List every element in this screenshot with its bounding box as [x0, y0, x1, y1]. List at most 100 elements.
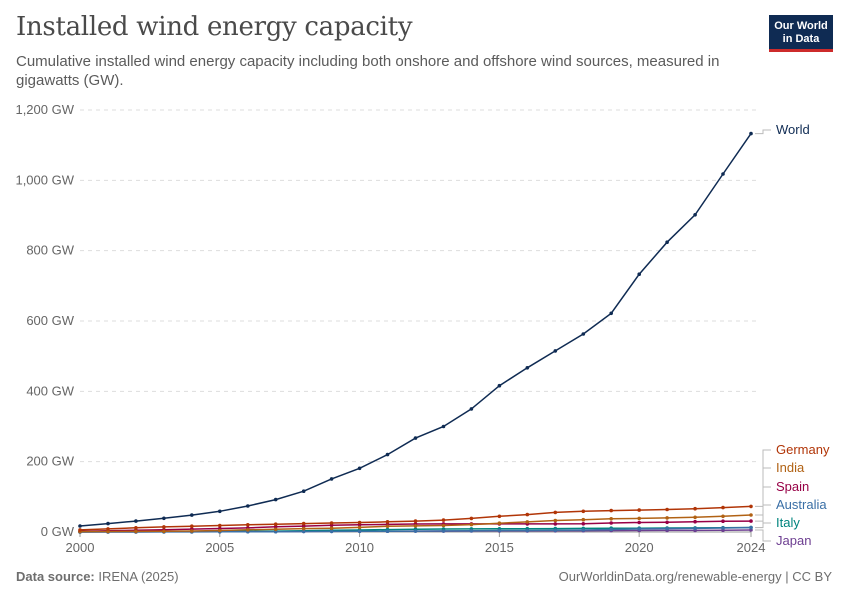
- data-point: [357, 529, 362, 534]
- label-connector: [755, 529, 771, 542]
- label-connector: [755, 486, 771, 522]
- data-point: [721, 519, 725, 523]
- data-point: [497, 528, 502, 533]
- data-point: [637, 520, 641, 525]
- y-tick-label: 0 GW: [41, 524, 75, 539]
- data-point: [273, 525, 278, 529]
- data-point: [134, 526, 138, 530]
- data-point: [273, 527, 278, 532]
- data-point: [721, 172, 725, 176]
- x-tick-label: 2015: [485, 540, 514, 555]
- data-point: [301, 526, 306, 531]
- data-point: [665, 520, 669, 525]
- y-tick-label: 1,200 GW: [15, 102, 74, 117]
- data-point: [581, 509, 586, 514]
- data-point: [413, 524, 418, 528]
- data-point: [609, 521, 613, 525]
- x-tick-label: 2005: [205, 540, 234, 555]
- y-tick-label: 400 GW: [26, 383, 74, 398]
- data-point: [581, 517, 586, 522]
- data-point: [218, 509, 222, 514]
- data-point: [609, 311, 613, 316]
- data-point: [301, 521, 306, 526]
- data-point: [497, 514, 502, 519]
- data-point: [441, 529, 446, 533]
- data-point: [665, 526, 669, 531]
- data-point: [134, 529, 138, 534]
- data-point: [525, 366, 530, 370]
- data-point: [385, 452, 390, 457]
- url-license[interactable]: OurWorldinData.org/renewable-energy | CC…: [558, 569, 832, 584]
- data-point: [553, 518, 558, 523]
- data-point: [106, 521, 110, 526]
- y-tick-label: 600 GW: [26, 313, 74, 328]
- data-point: [329, 526, 334, 530]
- data-point: [693, 515, 697, 520]
- data-point: [106, 527, 110, 531]
- data-point: [190, 524, 194, 528]
- data-point: [525, 520, 530, 524]
- data-point: [273, 522, 278, 526]
- data-point: [246, 504, 250, 508]
- data-point: [637, 516, 641, 521]
- data-point: [693, 526, 697, 531]
- data-point: [190, 529, 194, 533]
- data-point: [357, 520, 362, 525]
- x-tick-label: 2000: [66, 540, 95, 555]
- data-point: [329, 529, 334, 534]
- data-point: [162, 516, 166, 521]
- data-point: [273, 497, 278, 502]
- data-point: [665, 240, 669, 244]
- data-point: [106, 529, 110, 534]
- data-point: [357, 525, 362, 530]
- label-connector: [755, 129, 771, 135]
- data-point: [637, 508, 641, 512]
- data-point: [469, 516, 474, 521]
- data-point: [329, 521, 334, 525]
- series-india: [78, 513, 753, 534]
- data-point: [553, 349, 558, 353]
- data-point: [218, 523, 222, 528]
- series-lines: [78, 131, 753, 534]
- data-point: [218, 528, 222, 533]
- series-label-japan: Japan: [776, 533, 811, 548]
- data-point: [162, 525, 166, 529]
- data-point: [497, 521, 502, 525]
- x-tick-label: 2024: [737, 540, 766, 555]
- data-point: [749, 519, 753, 523]
- x-axis: 2000 2005 2010 2015 2020 2024: [66, 532, 766, 555]
- data-point: [385, 520, 390, 524]
- series-label-world: World: [776, 122, 810, 137]
- data-point: [749, 504, 753, 509]
- data-point: [721, 526, 725, 530]
- data-point: [385, 524, 390, 529]
- data-point: [693, 506, 697, 511]
- data-point: [413, 529, 418, 533]
- data-point: [246, 528, 250, 532]
- series-label-germany: Germany: [776, 442, 830, 457]
- series-label-italy: Italy: [776, 515, 800, 530]
- y-tick-label: 800 GW: [26, 243, 74, 258]
- data-point: [749, 513, 753, 517]
- series-labels: World Germany India Spain Australia Italy Japa…: [755, 122, 830, 548]
- data-point: [637, 272, 641, 277]
- data-point: [665, 507, 669, 512]
- data-point: [469, 522, 474, 527]
- x-tick-label: 2010: [345, 540, 374, 555]
- data-point: [301, 524, 306, 528]
- label-connector: [755, 522, 771, 528]
- data-point: [693, 519, 697, 524]
- data-point: [469, 407, 474, 411]
- data-point: [721, 514, 725, 519]
- data-point: [357, 466, 362, 471]
- owid-logo[interactable]: Our World in Data: [769, 15, 833, 52]
- data-point: [609, 517, 613, 521]
- data-point: [581, 528, 586, 532]
- data-point: [134, 519, 138, 523]
- data-point: [581, 332, 586, 336]
- data-source-value[interactable]: IRENA (2025): [98, 569, 179, 584]
- y-axis: 0 GW 200 GW 400 GW 600 GW 800 GW 1,000 GW 1,20…: [15, 102, 74, 539]
- data-point: [553, 522, 558, 526]
- data-point: [413, 436, 418, 440]
- data-point: [497, 383, 502, 388]
